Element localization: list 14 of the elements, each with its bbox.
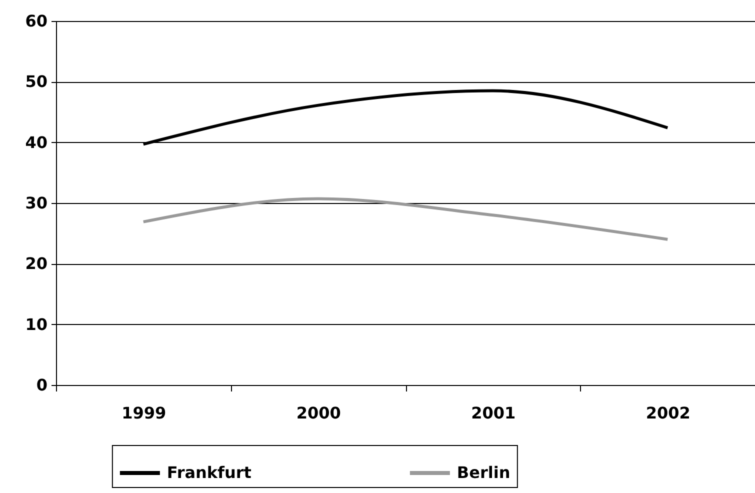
- y-tick-label: 60: [25, 12, 48, 30]
- x-tick-label: 2002: [646, 404, 690, 422]
- y-tick-label: 30: [25, 194, 48, 212]
- y-tick-label: 40: [25, 132, 48, 152]
- y-tick-label: 50: [25, 72, 48, 92]
- x-tick-label: 2000: [296, 404, 341, 422]
- y-tick-label: 10: [25, 314, 48, 334]
- x-tick-label: 2001: [471, 404, 516, 422]
- y-tick-label: 0: [36, 376, 48, 394]
- legend-label: Berlin: [456, 463, 510, 482]
- y-tick-label: 20: [25, 254, 48, 274]
- legend-label: Frankfurt: [166, 463, 252, 482]
- x-tick-label: 1999: [122, 404, 166, 422]
- line-series: [142, 197, 670, 241]
